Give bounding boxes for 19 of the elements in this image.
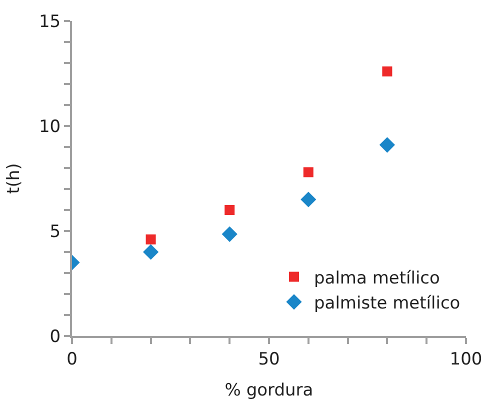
point <box>382 66 392 76</box>
point <box>300 192 316 208</box>
point <box>146 234 156 244</box>
point <box>224 205 235 215</box>
x-tick-label: 100 <box>450 349 482 370</box>
legend-label: palma metílico <box>314 268 440 288</box>
x-tick-label: 0 <box>66 349 78 370</box>
y-axis-title: t(h) <box>4 163 24 194</box>
y-tick-label: 15 <box>38 12 61 32</box>
point <box>303 167 314 178</box>
point <box>379 137 395 153</box>
y-tick-label: 0 <box>50 326 61 347</box>
point <box>222 226 238 242</box>
point <box>143 244 159 260</box>
y-tick-label: 5 <box>50 222 61 242</box>
y-tick-label: 10 <box>38 116 61 137</box>
x-axis-title: % gordura <box>224 380 314 400</box>
legend-label: palmiste metílico <box>314 294 460 314</box>
x-tick-label: 50 <box>258 349 280 370</box>
